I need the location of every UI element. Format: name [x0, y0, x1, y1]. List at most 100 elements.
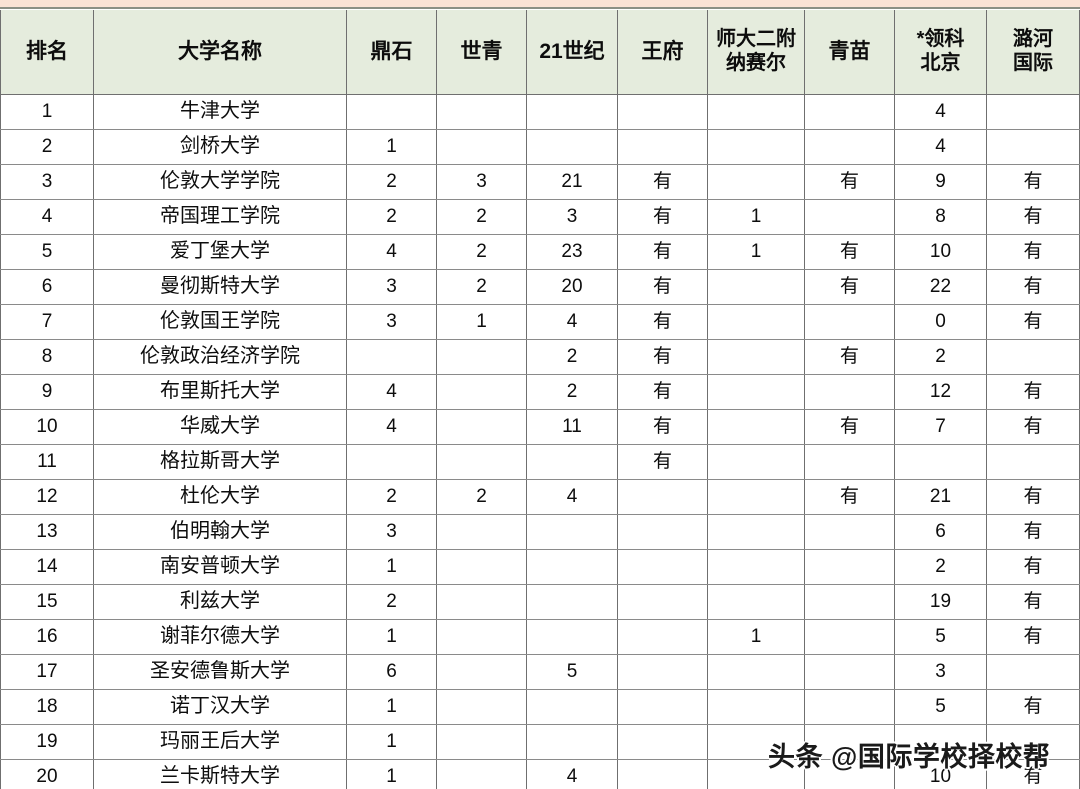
column-header-shiqing: 世青 — [436, 10, 527, 95]
cell-lk: 9 — [894, 164, 987, 200]
table-row: 6 曼彻斯特大学 3 2 20 有有 22 有 — [0, 269, 1080, 305]
cell-lh — [986, 724, 1080, 760]
cell-lh: 有 — [986, 234, 1080, 270]
cell-sq — [436, 94, 527, 130]
cell-rank: 16 — [0, 619, 94, 655]
cell-wf — [617, 514, 708, 550]
cell-lh: 有 — [986, 199, 1080, 235]
cell-sd — [707, 724, 805, 760]
column-header-name: 大学名称 — [93, 10, 347, 95]
cell-wf: 有 — [617, 304, 708, 340]
header-label-shiqing: 世青 — [460, 39, 503, 63]
cell-wf: 有 — [617, 444, 708, 480]
cell-lk: 10 — [894, 759, 987, 789]
table-row: 14 南安普顿大学 1 2 有 — [0, 549, 1080, 585]
cell-lk: 2 — [894, 549, 987, 585]
cell-ds: 1 — [346, 724, 437, 760]
cell-qm — [804, 549, 895, 585]
table-row: 4 帝国理工学院 2 2 3 有 1 8 有 — [0, 199, 1080, 235]
cell-rank: 2 — [0, 129, 94, 165]
cell-rank: 6 — [0, 269, 94, 305]
cell-c21: 20 — [526, 269, 618, 305]
cell-c21: 2 — [526, 374, 618, 410]
cell-sd — [707, 759, 805, 789]
header-label-21century: 21世纪 — [539, 39, 605, 63]
cell-sq — [436, 689, 527, 725]
cell-c21: 4 — [526, 479, 618, 515]
cell-sq: 1 — [436, 304, 527, 340]
cell-wf — [617, 619, 708, 655]
cell-sq — [436, 409, 527, 445]
header-label-dingshi: 鼎石 — [370, 39, 413, 63]
cell-ds: 4 — [346, 234, 437, 270]
cell-sd — [707, 689, 805, 725]
cell-ds: 2 — [346, 479, 437, 515]
cell-sd — [707, 164, 805, 200]
cell-sq — [436, 584, 527, 620]
cell-university-name: 曼彻斯特大学 — [93, 269, 347, 305]
cell-lk: 5 — [894, 689, 987, 725]
cell-ds: 1 — [346, 759, 437, 789]
cell-qm — [804, 619, 895, 655]
column-header-rank: 排名 — [0, 10, 94, 95]
table-row: 19 玛丽王后大学 1 — [0, 724, 1080, 760]
cell-ds — [346, 444, 437, 480]
cell-c21: 21 — [526, 164, 618, 200]
cell-sq — [436, 444, 527, 480]
header-label-name: 大学名称 — [178, 39, 262, 63]
cell-rank: 20 — [0, 759, 94, 789]
cell-university-name: 利兹大学 — [93, 584, 347, 620]
cell-lk: 12 — [894, 374, 987, 410]
cell-ds: 6 — [346, 654, 437, 690]
cell-wf: 有 — [617, 409, 708, 445]
column-header-qingmiao: 青苗 — [804, 10, 895, 95]
column-header-dingshi: 鼎石 — [346, 10, 437, 95]
cell-c21: 11 — [526, 409, 618, 445]
cell-c21 — [526, 129, 618, 165]
cell-lh — [986, 339, 1080, 375]
cell-ds: 1 — [346, 619, 437, 655]
cell-lk: 0 — [894, 304, 987, 340]
cell-university-name: 南安普顿大学 — [93, 549, 347, 585]
cell-wf: 有 — [617, 234, 708, 270]
cell-c21 — [526, 689, 618, 725]
cell-university-name: 玛丽王后大学 — [93, 724, 347, 760]
cell-wf — [617, 724, 708, 760]
header-label-shida-line2: 纳赛尔 — [726, 52, 786, 74]
cell-wf — [617, 584, 708, 620]
cell-lk: 6 — [894, 514, 987, 550]
cell-sd: 1 — [707, 619, 805, 655]
cell-lk: 5 — [894, 619, 987, 655]
cell-rank: 3 — [0, 164, 94, 200]
cell-sd — [707, 374, 805, 410]
cell-c21 — [526, 444, 618, 480]
cell-lh: 有 — [986, 479, 1080, 515]
column-header-21century: 21世纪 — [526, 10, 618, 95]
cell-ds: 3 — [346, 269, 437, 305]
cell-sq — [436, 619, 527, 655]
cell-rank: 17 — [0, 654, 94, 690]
cell-ds: 1 — [346, 129, 437, 165]
cell-rank: 15 — [0, 584, 94, 620]
cell-university-name: 圣安德鲁斯大学 — [93, 654, 347, 690]
cell-qm — [804, 199, 895, 235]
cell-rank: 18 — [0, 689, 94, 725]
cell-sq — [436, 724, 527, 760]
cell-sq — [436, 374, 527, 410]
cell-lk — [894, 444, 987, 480]
cell-lk: 4 — [894, 94, 987, 130]
cell-rank: 5 — [0, 234, 94, 270]
cell-university-name: 谢菲尔德大学 — [93, 619, 347, 655]
cell-university-name: 杜伦大学 — [93, 479, 347, 515]
cell-sq — [436, 129, 527, 165]
table-body: 1 牛津大学 4 2 剑桥大学 1 4 3 伦敦大学学院 2 3 21 有有 9 有 4 帝国理工学院 2 2 3 有 1… — [0, 94, 1080, 789]
cell-sd — [707, 94, 805, 130]
cell-rank: 14 — [0, 549, 94, 585]
cell-university-name: 兰卡斯特大学 — [93, 759, 347, 789]
cell-qm: 有 — [804, 339, 895, 375]
cell-wf — [617, 549, 708, 585]
cell-sq — [436, 759, 527, 789]
cell-ds: 2 — [346, 199, 437, 235]
cell-lk: 19 — [894, 584, 987, 620]
cell-rank: 7 — [0, 304, 94, 340]
